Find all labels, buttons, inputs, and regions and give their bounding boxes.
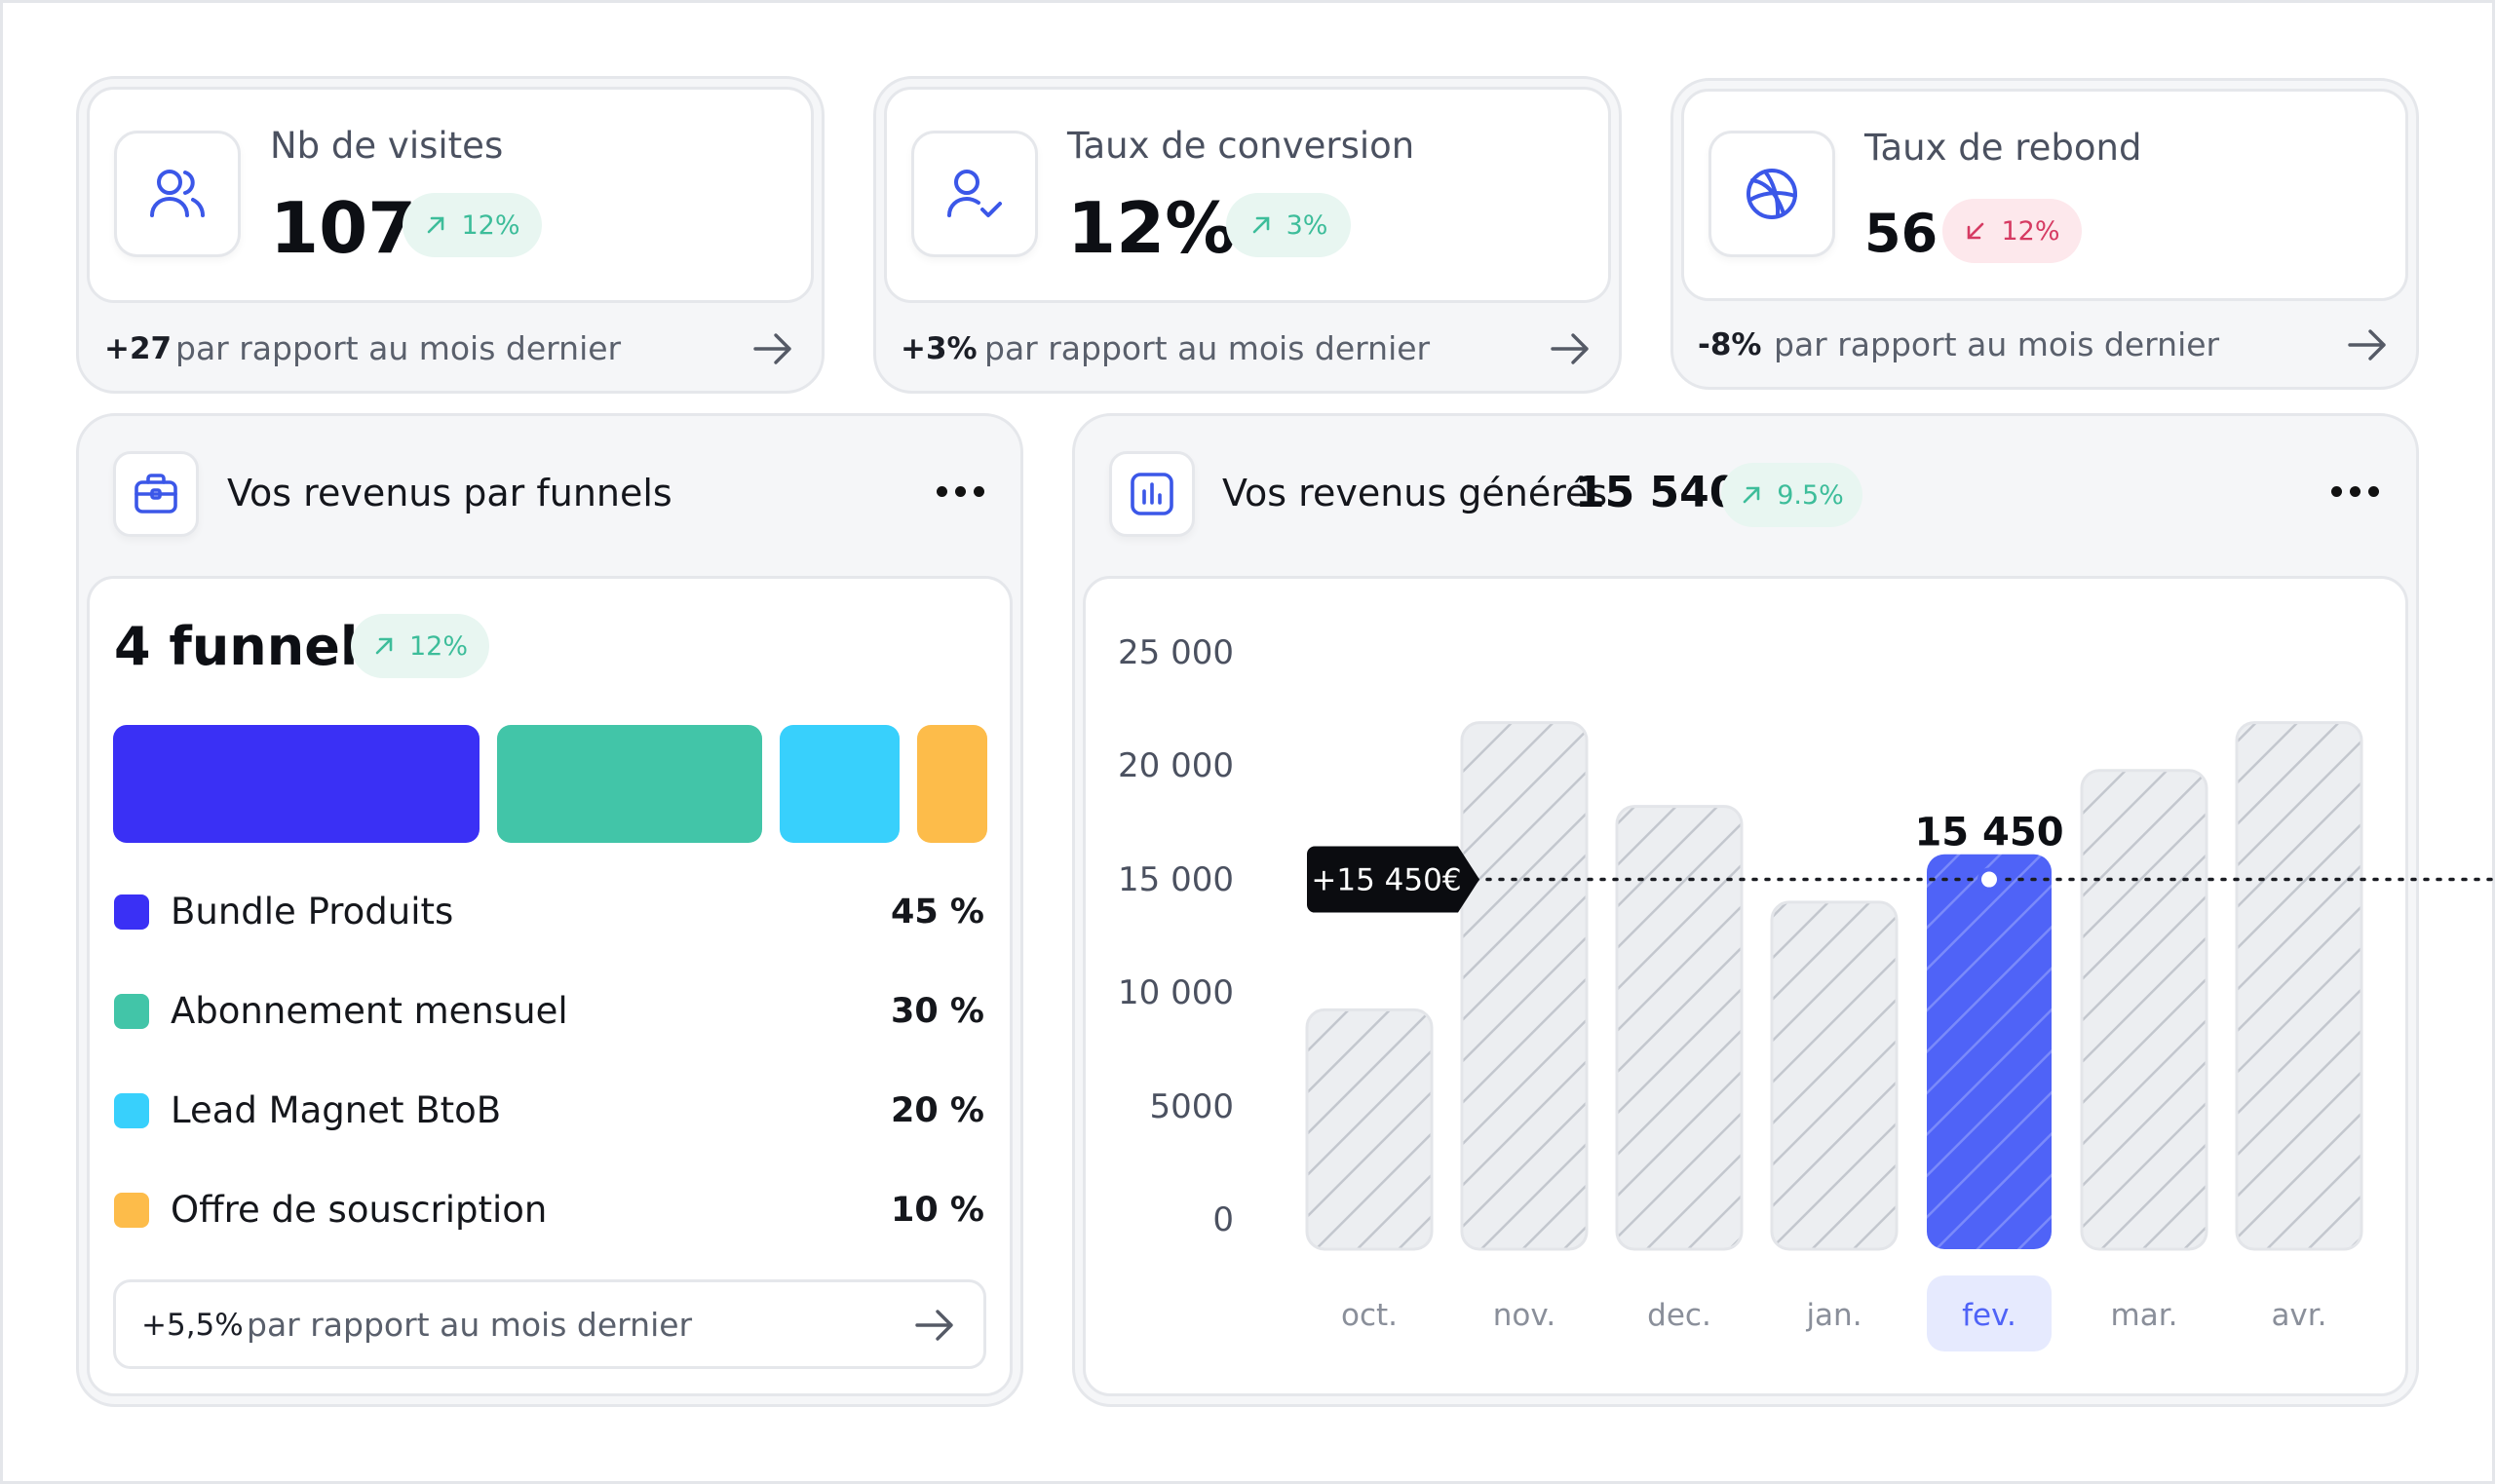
funnels-title: Vos revenus par funnels	[227, 472, 672, 514]
trend-value: 12%	[408, 630, 468, 662]
kpi-delta: +3%	[901, 331, 978, 366]
y-tick-label: 0	[1212, 1200, 1234, 1239]
kpi-label: Taux de conversion	[1067, 125, 1415, 167]
kpi-delta: +27	[104, 331, 173, 366]
kpi-label: Nb de visites	[270, 125, 504, 167]
legend-swatch	[114, 1093, 149, 1128]
kpi-value: 107	[270, 187, 417, 269]
bar-chart-icon	[1109, 451, 1195, 537]
funnel-bar-abonnement	[497, 725, 762, 843]
arrow-right-icon[interactable]	[914, 1308, 955, 1343]
funnel-bar-lead	[780, 725, 900, 843]
arrow-up-right-icon	[1743, 486, 1760, 504]
users-icon	[114, 131, 241, 257]
y-tick-label: 25 000	[1118, 633, 1234, 672]
arrow-up-right-icon	[375, 637, 393, 655]
funnels-footer[interactable]	[113, 1279, 986, 1369]
user-check-icon	[911, 131, 1038, 257]
arrow-up-right-icon	[428, 216, 444, 234]
kpi-label: Taux de rebond	[1864, 127, 2142, 169]
trend-badge: 12%	[403, 193, 542, 257]
legend-swatch	[114, 994, 149, 1029]
arrow-up-right-icon	[1252, 216, 1269, 234]
legend-label: Abonnement mensuel	[171, 990, 568, 1032]
arrow-right-icon[interactable]	[1550, 331, 1591, 366]
trend-badge: 9.5%	[1721, 463, 1862, 527]
kpi-value: 56	[1864, 203, 1938, 264]
y-tick-label: 5000	[1149, 1087, 1234, 1126]
legend-percent: 45 %	[891, 893, 984, 932]
legend-percent: 10 %	[891, 1191, 984, 1230]
more-options-icon[interactable]	[937, 486, 984, 497]
trend-value: 12%	[461, 209, 520, 241]
legend-label: Offre de souscription	[171, 1189, 548, 1231]
legend-swatch	[114, 1193, 149, 1228]
briefcase-icon	[113, 451, 199, 537]
kpi-comparison: par rapport au mois dernier	[175, 329, 622, 367]
arrow-down-left-icon	[1968, 222, 1984, 240]
trend-value: 12%	[2001, 215, 2060, 247]
kpi-comparison: par rapport au mois dernier	[1774, 325, 2220, 363]
y-tick-label: 10 000	[1118, 973, 1234, 1012]
funnels-footer-delta: +5,5%	[141, 1308, 244, 1343]
legend-label: Bundle Produits	[171, 891, 454, 932]
legend-percent: 30 %	[891, 992, 984, 1031]
revenue-total: 15 540	[1575, 468, 1740, 517]
trend-value: 9.5%	[1777, 479, 1844, 511]
funnels-footer-text: par rapport au mois dernier	[247, 1306, 693, 1344]
kpi-value: 12%	[1067, 187, 1236, 269]
funnels-count: 4 funnels	[114, 616, 390, 677]
kpi-delta: -8%	[1698, 327, 1762, 362]
revenue-title: Vos revenus générés	[1222, 472, 1608, 514]
basketball-icon	[1708, 131, 1835, 257]
trend-value: 3%	[1286, 209, 1328, 241]
legend-swatch	[114, 894, 149, 930]
legend-percent: 20 %	[891, 1091, 984, 1130]
more-options-icon[interactable]	[2331, 486, 2379, 497]
trend-badge: 12%	[351, 614, 489, 678]
trend-badge: 3%	[1226, 193, 1351, 257]
kpi-comparison: par rapport au mois dernier	[984, 329, 1431, 367]
revenue-card	[1072, 413, 2419, 1407]
arrow-right-icon[interactable]	[2347, 327, 2388, 362]
arrow-right-icon[interactable]	[752, 331, 793, 366]
funnels-card	[76, 413, 1023, 1407]
y-tick-label: 20 000	[1118, 746, 1234, 785]
legend-label: Lead Magnet BtoB	[171, 1089, 502, 1131]
funnel-bar-bundle	[113, 725, 480, 843]
funnel-bar-offre	[917, 725, 987, 843]
y-tick-label: 15 000	[1118, 860, 1234, 899]
trend-badge: 12%	[1942, 199, 2082, 263]
